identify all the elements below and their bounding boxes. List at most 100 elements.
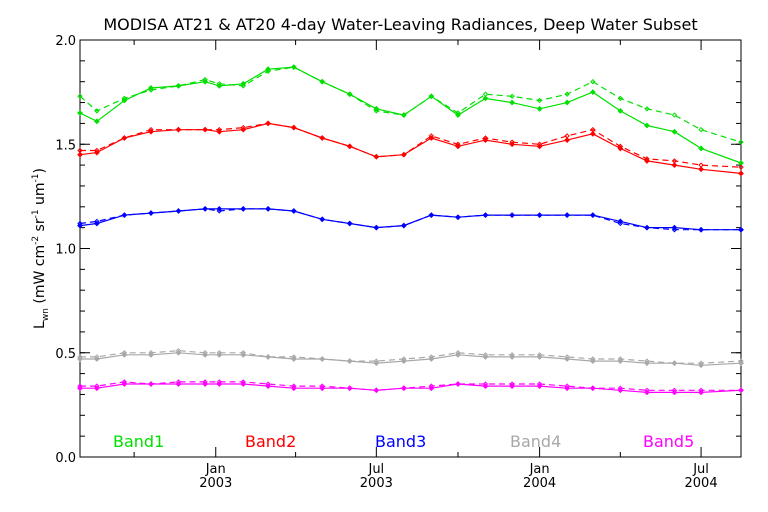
band1-solid-point — [564, 99, 571, 106]
band3-dashed-point — [536, 212, 543, 218]
band1-solid-point — [536, 105, 543, 112]
band2-dashed-point — [671, 158, 678, 164]
band1-dashed-point — [509, 93, 515, 100]
band2-dashed-point — [428, 133, 435, 139]
band2-dashed-point — [94, 147, 100, 154]
x-tick-month: Jul — [692, 462, 709, 477]
band4-dashed-point — [644, 358, 650, 364]
band1-dashed-point — [564, 91, 570, 97]
band2-solid-point — [698, 166, 704, 173]
band4-dashed-point — [428, 354, 435, 360]
y-tick-label: 0.5 — [55, 347, 76, 362]
band2-dashed-point — [240, 124, 246, 131]
band5-dashed-point — [509, 381, 515, 387]
legend: Band1 Band2 Band3 Band4 Band5 — [113, 432, 694, 451]
band1-dashed-point — [319, 78, 325, 85]
band5-dashed-point — [536, 381, 543, 387]
band4-dashed-point — [617, 356, 624, 362]
band1-dashed-point — [536, 97, 543, 104]
band3-dashed-point — [216, 208, 223, 214]
band5-dashed-point — [347, 385, 353, 391]
band4-dashed-point — [509, 352, 515, 358]
band4-dashed-point — [590, 356, 596, 362]
band3-dashed-point — [671, 227, 678, 233]
band4-dashed-point — [347, 358, 353, 364]
band5-dashed-point — [148, 381, 154, 387]
band4-dashed-point — [291, 354, 297, 360]
series-band2 — [77, 120, 744, 177]
band3-dashed-point — [77, 220, 83, 227]
band3-dashed-point — [175, 208, 182, 214]
y-tick-label: 1.5 — [55, 138, 76, 153]
band2-dashed-point — [738, 164, 744, 170]
band2-dashed-point — [319, 135, 325, 141]
legend-band5: Band5 — [643, 432, 694, 451]
band1-dashed-point — [216, 81, 223, 87]
band4-dashed-point — [121, 350, 128, 356]
band2-solid-point — [564, 137, 571, 143]
chart-title: MODISA AT21 & AT20 4-day Water-Leaving R… — [103, 15, 697, 34]
band3-dashed-point — [202, 206, 208, 212]
band3-dashed-point — [240, 206, 246, 212]
band4-dashed-point — [564, 354, 570, 360]
band1-solid-point — [93, 118, 100, 125]
band2-dashed-point — [347, 143, 353, 150]
y-tick-label: 1.0 — [55, 243, 76, 258]
band3-dashed-point — [319, 216, 325, 223]
band1-dashed-point — [590, 78, 596, 85]
band1-dashed-point — [401, 112, 407, 118]
band2-dashed-point — [121, 135, 128, 141]
band1-dashed-point — [347, 91, 353, 97]
band1-dashed-point — [121, 95, 128, 102]
band3-dashed-point — [617, 220, 624, 227]
plot-frame — [79, 39, 742, 458]
band1-dashed-point — [644, 106, 650, 112]
band2-dashed-point — [216, 126, 223, 133]
band2-dashed-point — [509, 139, 515, 145]
band5-dashed-point — [482, 381, 489, 387]
band1-dashed-point — [240, 83, 246, 89]
band3-dashed-point — [455, 214, 461, 220]
band2-dashed-point — [265, 120, 271, 127]
band2-dashed-point — [202, 126, 208, 133]
band5-dashed-point — [291, 383, 297, 389]
x-tick-year: 2004 — [685, 476, 718, 491]
band1-dashed-line — [79, 66, 742, 143]
band3-dashed-point — [564, 212, 570, 218]
band4-dashed-point — [671, 360, 678, 366]
band5-dashed-point — [617, 385, 624, 391]
series-group — [77, 64, 744, 396]
band3-dashed-point — [265, 206, 271, 212]
x-tick-year: 2003 — [360, 476, 393, 491]
x-tick-month: Jan — [205, 462, 226, 477]
band2-dashed-point — [482, 135, 489, 141]
band4-dashed-point — [373, 358, 380, 364]
series-band4 — [77, 347, 744, 369]
band1-dashed-point — [698, 126, 704, 133]
y-axis-label: Lwn (mW cm-2 sr-1 um-1) — [31, 168, 51, 329]
band1-solid-line — [79, 66, 742, 164]
band5-dashed-point — [590, 385, 596, 391]
band4-dashed-point — [265, 354, 271, 360]
band1-dashed-point — [148, 87, 154, 93]
y-axis: 0.0 0.5 1.0 1.5 2.0 — [55, 34, 741, 466]
band3-dashed-point — [347, 220, 353, 227]
band2-solid-point — [589, 130, 596, 137]
band1-dashed-point — [94, 108, 100, 114]
band5-dashed-line — [80, 381, 741, 391]
band2-solid-point — [77, 151, 83, 158]
band1-dashed-point — [202, 76, 208, 83]
band3-dashed-point — [482, 212, 489, 218]
band2-dashed-point — [373, 154, 380, 160]
band1-solid-point — [671, 128, 678, 135]
legend-band1: Band1 — [113, 432, 164, 451]
band3-dashed-point — [698, 227, 704, 233]
band1-dashed-point — [373, 108, 380, 114]
legend-band2: Band2 — [245, 432, 296, 451]
band3-dashed-point — [148, 210, 154, 216]
band3-dashed-point — [94, 218, 100, 225]
band1-dashed-point — [738, 139, 744, 145]
band5-dashed-point — [175, 379, 182, 385]
legend-band3: Band3 — [375, 432, 426, 451]
